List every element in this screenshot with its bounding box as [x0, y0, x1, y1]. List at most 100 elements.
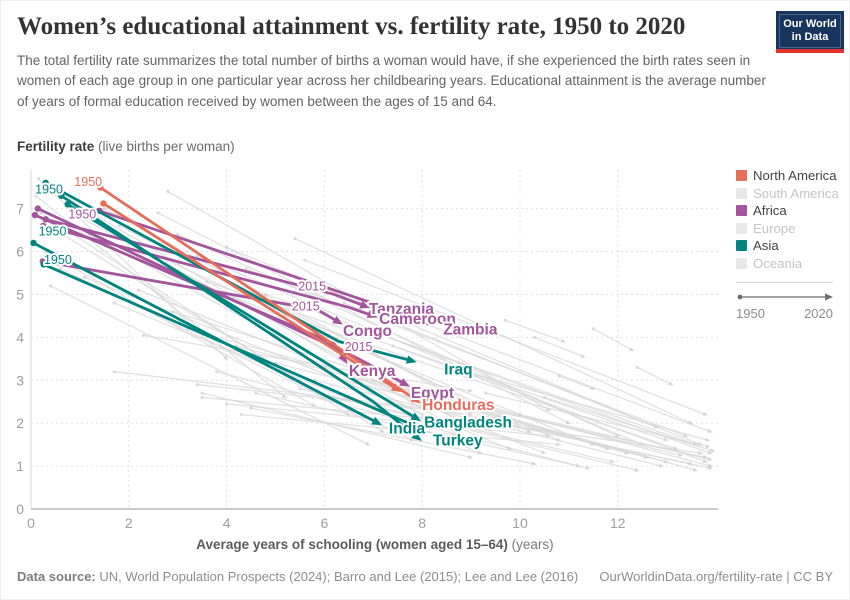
trajectory-arrowhead-icon-iraq	[406, 355, 417, 364]
background-arrowhead-icon	[704, 437, 711, 442]
background-start-dot	[200, 391, 204, 395]
trajectory-arrowhead-icon-india	[371, 416, 383, 426]
x-tick-label-0: 0	[27, 515, 35, 531]
x-tick-label-2: 2	[125, 515, 133, 531]
trajectory-unlabeled	[101, 202, 400, 392]
background-trajectory	[202, 396, 521, 429]
trajectory-arrowhead-icon-unlabeled	[409, 420, 421, 429]
trajectory-honduras	[99, 186, 419, 403]
trajectory-unlabeled	[42, 263, 418, 429]
trajectory-start-dot-turkey	[58, 192, 65, 199]
background-start-dot	[244, 267, 248, 271]
page-title: Women’s educational attainment vs. ferti…	[17, 13, 686, 40]
country-label-iraq: Iraq	[444, 362, 472, 379]
x-tick-label-8: 8	[418, 515, 426, 531]
legend-item-africa[interactable]: Africa	[736, 202, 846, 220]
background-trajectory	[294, 238, 692, 424]
trajectory-start-dot-cameroon	[40, 222, 47, 229]
background-arrowhead-icon	[697, 450, 704, 456]
legend-item-oceania[interactable]: Oceania	[736, 255, 846, 273]
license-text[interactable]: OurWorldinData.org/fertility-rate | CC B…	[599, 569, 833, 584]
background-arrowhead-icon	[658, 463, 664, 468]
owid-logo-box: Our World in Data	[776, 11, 844, 49]
owid-logo-text: Our World in Data	[779, 14, 841, 48]
owid-logo[interactable]: Our World in Data	[776, 11, 844, 53]
background-start-dot	[303, 258, 307, 262]
background-start-dot	[293, 237, 297, 241]
background-trajectory	[534, 336, 584, 358]
year-label-1950: 1950	[74, 175, 102, 189]
background-start-dot	[224, 245, 229, 249]
background-start-dot	[518, 412, 522, 417]
background-trajectory	[558, 375, 594, 390]
background-start-dot	[557, 374, 561, 378]
timeline-start-dot	[737, 294, 743, 300]
trajectory-start-dot-india	[30, 239, 37, 247]
chart-subtitle: The total fertility rate summarizes the …	[17, 53, 766, 109]
background-arrowhead-icon	[687, 461, 694, 466]
country-label-cameroon: Cameroon	[379, 311, 456, 328]
year-label-1950: 1950	[35, 182, 63, 196]
trajectory-arrowhead-icon-egypt	[399, 378, 410, 387]
background-start-dot	[342, 301, 346, 305]
background-start-dot	[195, 382, 199, 387]
timeline-arrow	[737, 293, 833, 301]
year-label-2015: 2015	[345, 340, 373, 354]
timeline-labels: 1950 2020	[736, 306, 833, 321]
background-start-dot	[102, 207, 106, 211]
background-arrowhead-icon	[565, 419, 571, 425]
background-trajectory	[167, 190, 550, 411]
y-tick-label-5: 5	[16, 286, 24, 302]
background-arrowhead-icon	[379, 428, 385, 433]
trajectory-arrowhead-icon-turkey	[411, 431, 422, 442]
country-label-tanzania: Tanzania	[369, 301, 435, 318]
country-label-egypt: Egypt	[411, 385, 454, 402]
background-start-dot	[420, 387, 424, 391]
background-arrowhead-icon	[709, 448, 716, 453]
background-arrowhead-icon	[467, 454, 474, 460]
background-start-dot	[117, 224, 121, 228]
background-start-dot	[48, 284, 53, 288]
background-start-dot	[254, 391, 258, 395]
background-start-dot	[298, 387, 302, 391]
background-trajectory	[392, 345, 707, 463]
background-start-dot	[36, 176, 40, 181]
background-start-dot	[136, 288, 141, 292]
background-arrowhead-icon	[705, 443, 711, 449]
legend: North America South America Africa Europe As…	[736, 167, 846, 321]
background-start-dot	[78, 215, 82, 219]
trajectory-start-dot-iraq	[42, 179, 49, 187]
background-arrowhead-icon	[692, 467, 699, 472]
legend-item-south-america[interactable]: South America	[736, 185, 846, 203]
background-arrowhead-icon	[364, 441, 371, 446]
background-trajectory	[412, 403, 692, 465]
background-start-dot	[239, 412, 243, 417]
background-arrowhead-icon	[223, 355, 229, 361]
y-axis-title-bold: Fertility rate	[17, 139, 95, 154]
background-start-dot	[205, 279, 209, 284]
background-arrowhead-icon	[531, 461, 537, 466]
background-trajectory	[206, 280, 667, 441]
background-start-dot	[449, 365, 454, 369]
country-label-congo: Congo	[343, 323, 392, 340]
year-label-2015: 2015	[298, 280, 326, 294]
background-trajectory	[241, 413, 560, 446]
country-label-bangladesh: Bangladesh	[424, 414, 512, 431]
legend-item-asia[interactable]: Asia	[736, 237, 846, 255]
background-arrowhead-icon	[628, 346, 635, 352]
owid-logo-redbar	[776, 49, 844, 53]
background-start-dot	[591, 327, 595, 331]
country-label-honduras: Honduras	[422, 397, 494, 414]
background-start-dot	[542, 395, 547, 400]
legend-label-north-america: North America	[753, 168, 837, 184]
legend-item-north-america[interactable]: North America	[736, 167, 846, 185]
background-trajectory	[451, 366, 709, 441]
legend-item-europe[interactable]: Europe	[736, 220, 846, 238]
x-axis-title-bold: Average years of schooling (women aged 1…	[196, 537, 508, 552]
background-arrowhead-icon	[545, 407, 552, 412]
background-arrowhead-icon	[526, 428, 532, 433]
background-arrowhead-icon	[585, 465, 591, 470]
background-trajectory	[505, 319, 565, 343]
legend-swatch-africa	[736, 205, 747, 217]
